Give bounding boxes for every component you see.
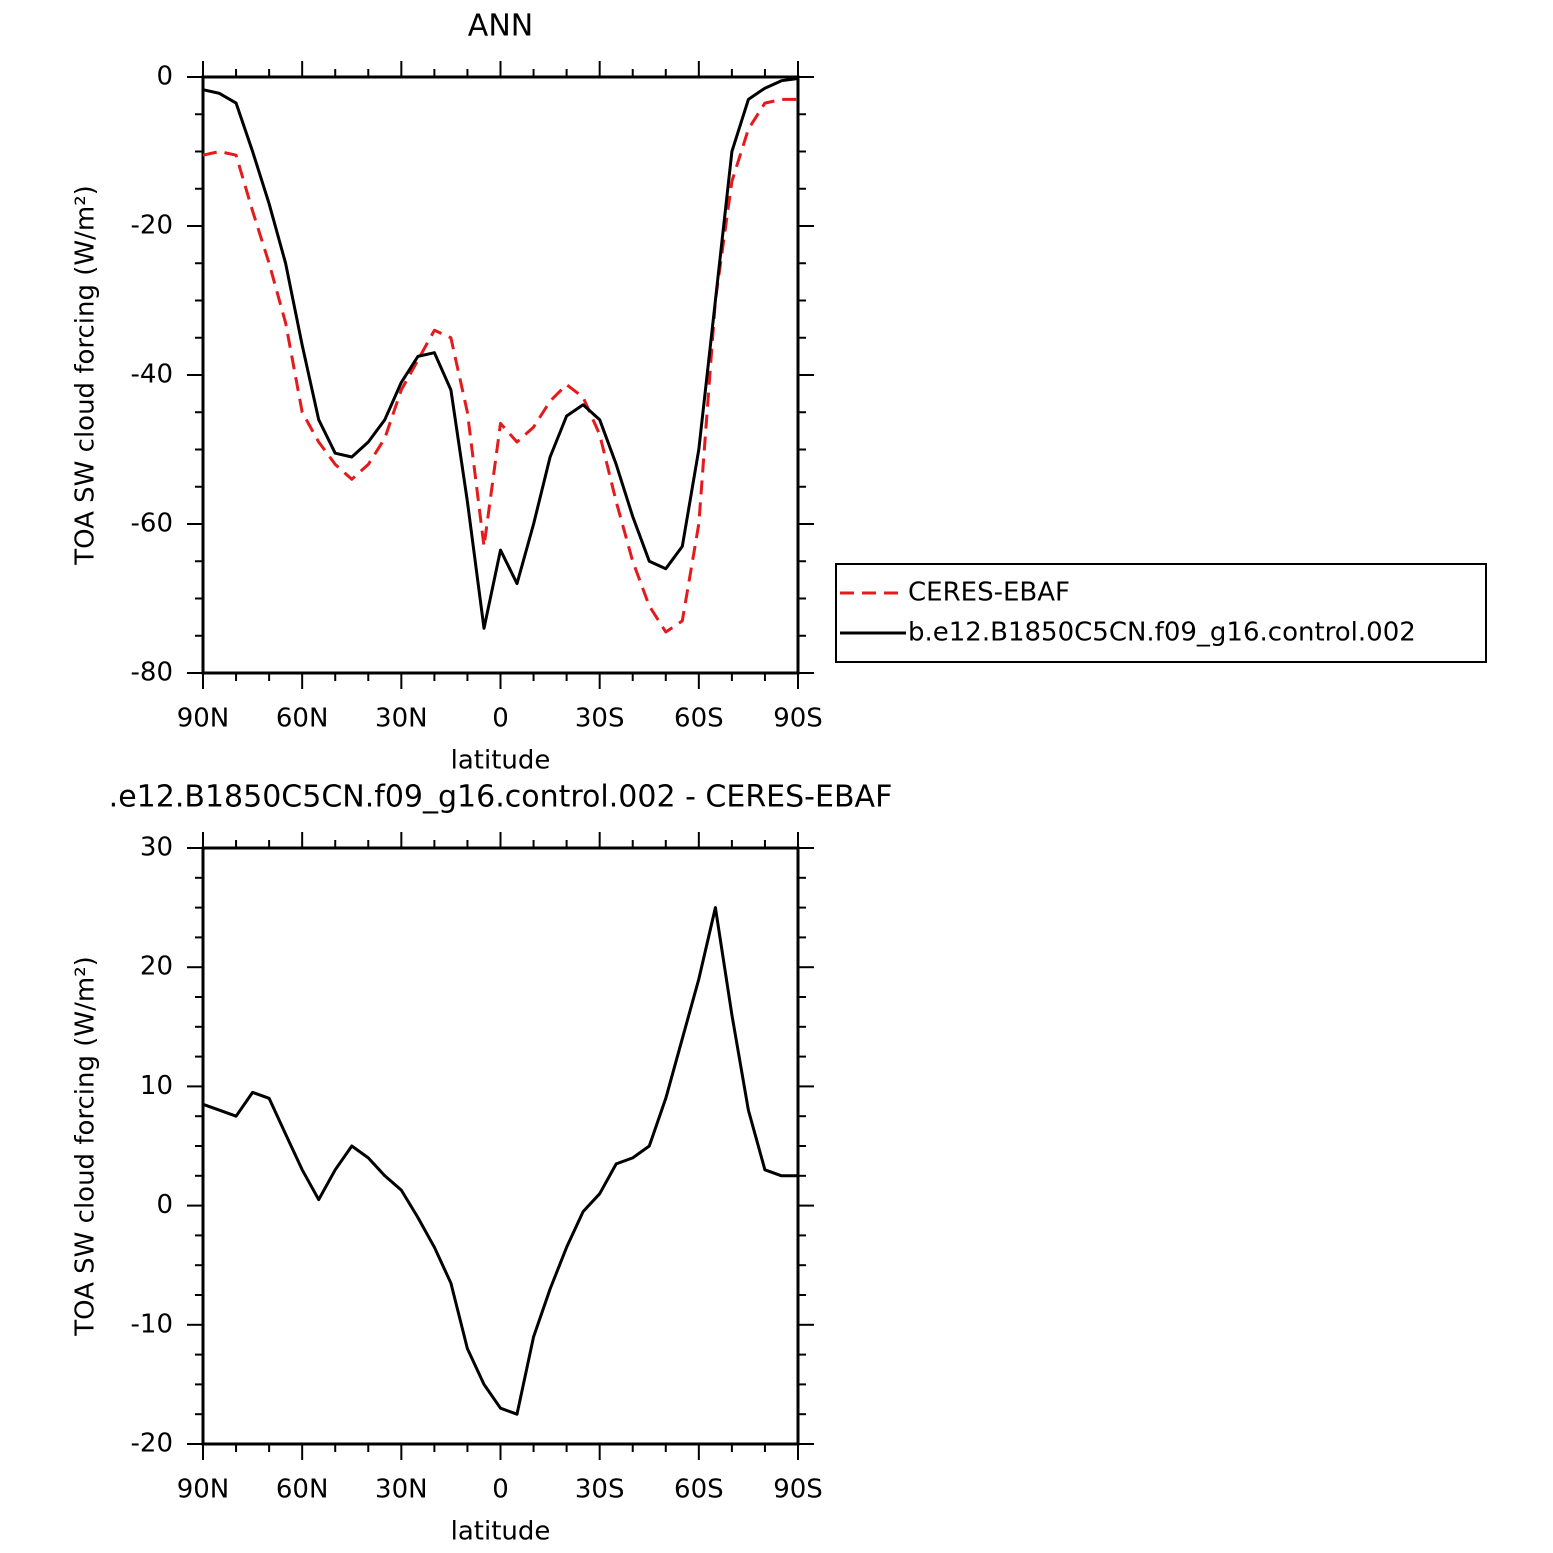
chart-title: .e12.B1850C5CN.f09_g16.control.002 - CER… [109, 780, 893, 815]
y-tick-label: -40 [131, 360, 173, 390]
x-axis-label: latitude [451, 746, 551, 776]
x-tick-label: 30N [375, 704, 428, 734]
y-tick-label: 10 [140, 1071, 173, 1101]
y-tick-label: 0 [156, 1190, 173, 1220]
x-tick-label: 0 [492, 1475, 509, 1505]
y-tick-label: 20 [140, 952, 173, 982]
y-tick-label: 30 [140, 833, 173, 863]
x-tick-label: 0 [492, 704, 509, 734]
y-tick-label: 0 [156, 62, 173, 92]
legend-label: b.e12.B1850C5CN.f09_g16.control.002 [908, 618, 1416, 648]
x-tick-label: 90N [177, 1475, 230, 1505]
legend-label: CERES-EBAF [908, 578, 1070, 608]
x-tick-label: 30N [375, 1475, 428, 1505]
legend: CERES-EBAF b.e12.B1850C5CN.f09_g16.contro… [835, 563, 1487, 663]
x-tick-label: 60S [674, 1475, 724, 1505]
x-tick-label: 60N [276, 1475, 329, 1505]
x-tick-label: 90S [773, 1475, 823, 1505]
y-axis-label: TOA SW cloud forcing (W/m²) [71, 956, 101, 1337]
x-tick-label: 30S [575, 1475, 625, 1505]
x-tick-label: 60N [276, 704, 329, 734]
y-axis-label: TOA SW cloud forcing (W/m²) [71, 185, 101, 566]
y-tick-label: -80 [131, 658, 173, 688]
x-tick-label: 90S [773, 704, 823, 734]
x-tick-label: 60S [674, 704, 724, 734]
y-tick-label: -10 [131, 1309, 173, 1339]
series-line [202, 77, 799, 630]
series-line [202, 906, 798, 1416]
y-tick-label: -20 [131, 1429, 173, 1459]
x-axis-label: latitude [451, 1517, 551, 1547]
x-tick-label: 30S [575, 704, 625, 734]
legend-box [835, 563, 1487, 663]
chart-title: ANN [468, 9, 533, 44]
series-line [202, 97, 798, 634]
x-tick-label: 90N [177, 704, 230, 734]
y-tick-label: -60 [131, 509, 173, 539]
y-tick-label: -20 [131, 211, 173, 241]
